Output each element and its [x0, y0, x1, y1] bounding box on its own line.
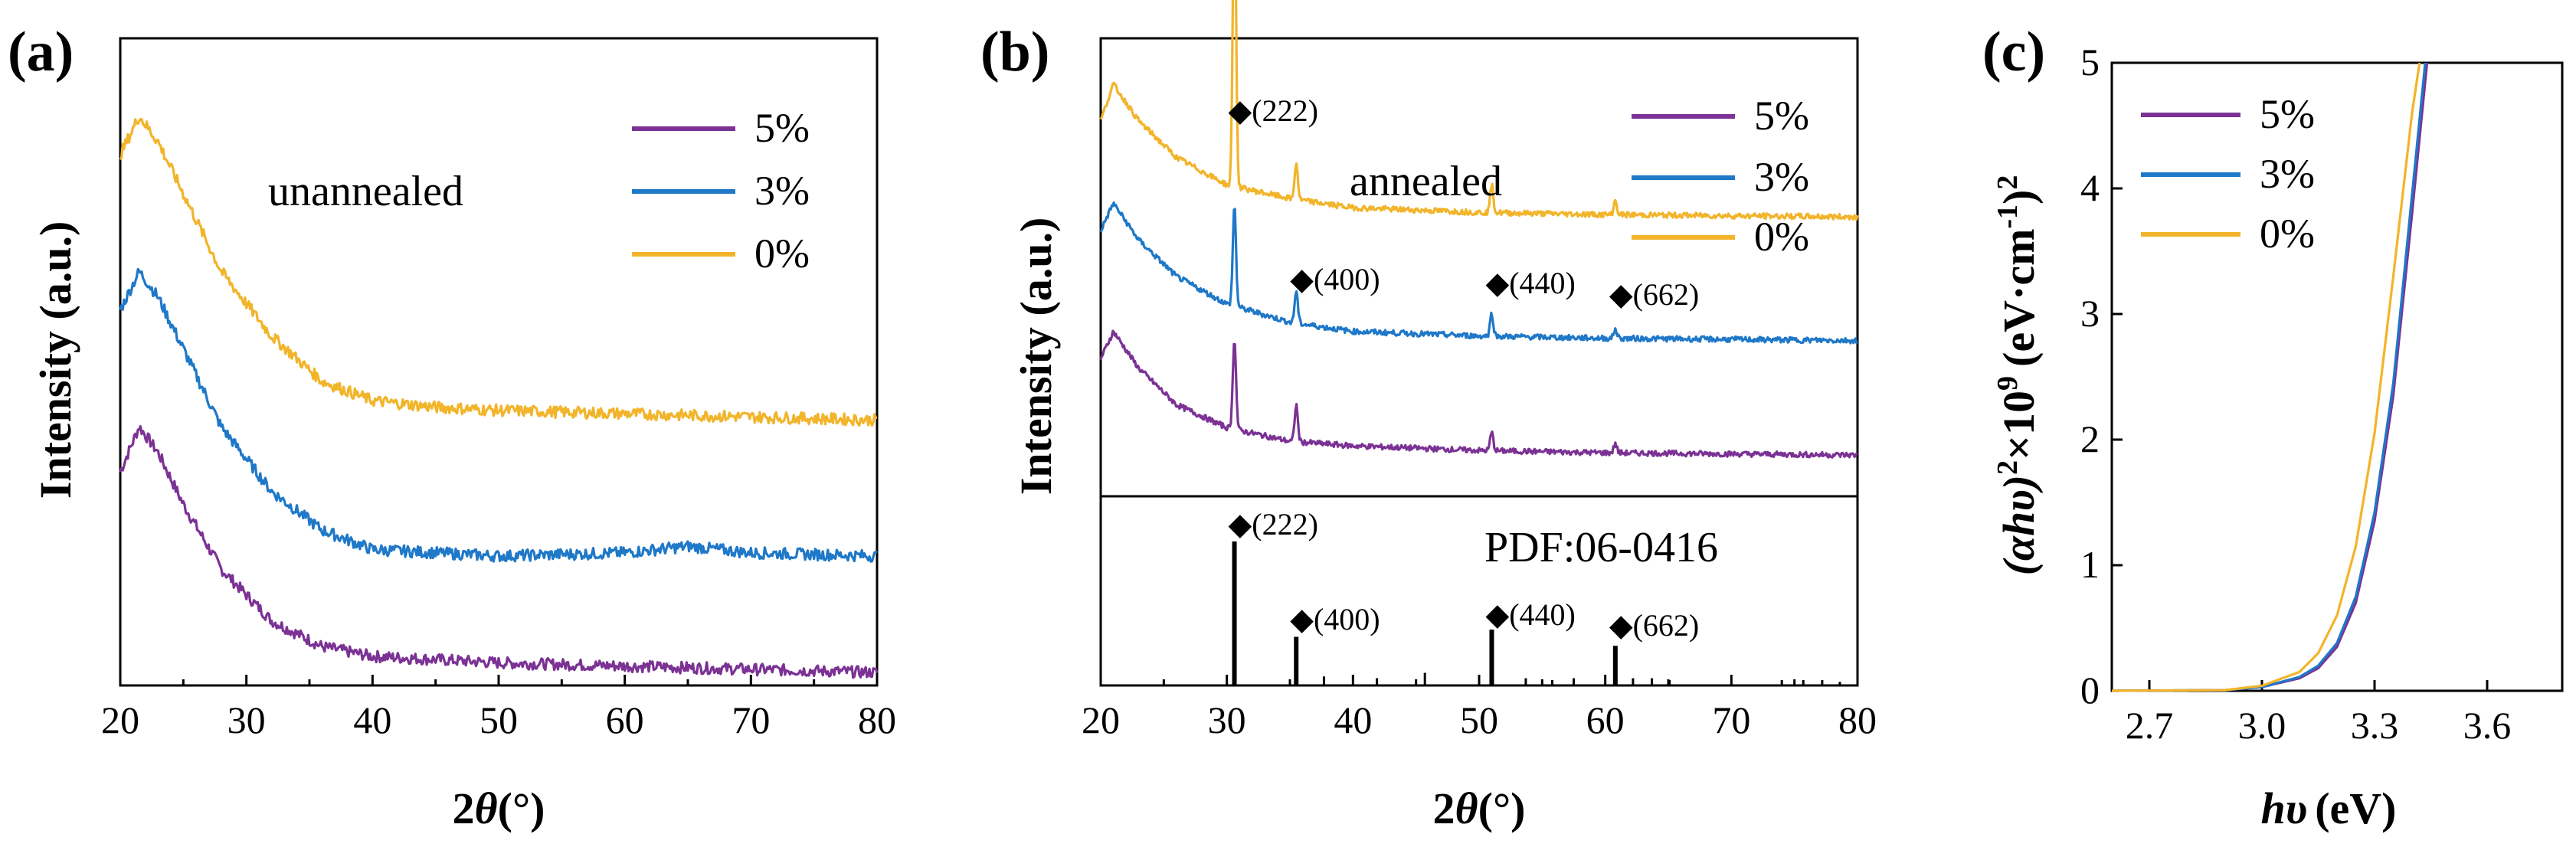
panel-b-legend-label-5: 5%	[1754, 93, 1809, 139]
panel-b-curve-0pct	[1099, 0, 1859, 221]
panel-a-legend-label-3: 3%	[754, 168, 810, 214]
panel-c-axes: 2.7 3.0 3.3 3.6 0 1 2 3 4 5	[2080, 41, 2511, 747]
reference-peak-label: ◆(440)	[1485, 597, 1575, 632]
panel-a-curve-3pct	[119, 267, 878, 563]
x-tick-label: 80	[858, 698, 896, 741]
x-tick-label: 40	[1334, 698, 1372, 741]
reference-peak-label: ◆(662)	[1609, 608, 1699, 643]
panel-c-curve-0pct	[2112, 62, 2421, 692]
x-tick-label: 80	[1838, 698, 1877, 741]
panel-b-annotation: annealed	[1350, 158, 1502, 205]
x-tick-label: 70	[1712, 698, 1750, 741]
panel-c-plot-frame	[2110, 61, 2564, 692]
panel-c: (c) 2.7 3.0 3.3 3.6 0 1 2 3 4 5 5% 3% 0% (αhυ)2×1…	[1982, 21, 2564, 833]
panel-a-curve-0pct	[119, 118, 878, 427]
x-tick-label: 3.3	[2351, 704, 2399, 747]
y-tick-label: 4	[2080, 166, 2100, 209]
y-tick-label: 5	[2080, 41, 2100, 83]
panel-b-legend-label-3: 3%	[1754, 154, 1809, 200]
panel-b-curve-3pct	[1099, 201, 1858, 345]
panel-b-curve-5pct	[1099, 329, 1859, 459]
panel-b-x-axis: 20 30 40 50 60 70 80	[1082, 675, 1877, 741]
x-tick-label: 3.6	[2463, 704, 2512, 747]
panel-c-legend-label-0: 0%	[2260, 211, 2315, 257]
panel-a-curve-5pct	[119, 425, 879, 679]
panel-c-curves	[2112, 62, 2429, 692]
panel-a-label: (a)	[8, 21, 74, 83]
panel-b: (b) 20 30 40 50 60 70 80 ◆(222) ◆(222) ◆(400) ◆(4…	[980, 0, 1877, 833]
curve-peak-label: ◆(400)	[1290, 262, 1380, 296]
x-tick-label: 60	[1586, 698, 1625, 741]
x-tick-label: 60	[606, 698, 644, 741]
x-tick-label: 50	[480, 698, 518, 741]
panel-c-x-label: hυ (eV)	[2261, 783, 2397, 833]
x-tick-label: 20	[101, 698, 139, 741]
panel-a-legend-label-0: 0%	[754, 231, 810, 276]
x-tick-label: 70	[732, 698, 770, 741]
x-tick-label: 3.0	[2238, 704, 2286, 747]
panel-b-legend-label-0: 0%	[1754, 214, 1809, 260]
curve-peak-label: ◆(222)	[1229, 93, 1318, 128]
panel-a-curves	[119, 118, 879, 679]
panel-c-legend-label-3: 3%	[2260, 151, 2315, 197]
x-tick-label: 30	[227, 698, 266, 741]
y-tick-label: 0	[2080, 669, 2100, 711]
x-tick-label: 2.7	[2126, 704, 2174, 747]
panel-a-x-axis: 20 30 40 50 60 70 80	[101, 675, 896, 741]
panel-b-curves	[1099, 0, 1859, 459]
panel-c-legend: 5% 3% 0%	[2141, 91, 2315, 257]
panel-b-y-label: Intensity (a.u.)	[1011, 218, 1061, 496]
x-tick-label: 20	[1082, 698, 1120, 741]
y-tick-label: 2	[2080, 417, 2100, 460]
y-tick-label: 1	[2080, 543, 2100, 586]
y-tick-label: 3	[2080, 292, 2100, 335]
panel-c-y-label: (αhυ)2×109(eV·cm-1)2	[1992, 175, 2044, 576]
panel-a-x-label: 2θ(°)	[453, 783, 545, 833]
curve-peak-label: ◆(662)	[1609, 277, 1699, 312]
x-tick-label: 50	[1460, 698, 1498, 741]
panel-c-legend-label-5: 5%	[2260, 91, 2315, 137]
x-tick-label: 30	[1208, 698, 1246, 741]
panel-b-reference-pattern	[1099, 541, 1841, 685]
panel-a-legend: 5% 3% 0%	[632, 105, 810, 276]
panel-b-label: (b)	[980, 21, 1049, 83]
panel-b-peak-labels: ◆(222) ◆(222) ◆(400) ◆(400) ◆(440) ◆(440) ◆(66…	[1229, 93, 1700, 643]
panel-a-legend-label-5: 5%	[754, 105, 810, 151]
reference-peak-label: ◆(222)	[1229, 507, 1318, 541]
panel-b-legend: 5% 3% 0%	[1632, 93, 1809, 260]
panel-b-plot-frame	[1099, 37, 1859, 687]
curve-peak-label: ◆(440)	[1485, 266, 1575, 300]
panel-a-annotation: unannealed	[268, 168, 463, 215]
panel-c-label: (c)	[1982, 21, 2045, 83]
reference-peak-label: ◆(400)	[1290, 602, 1380, 636]
panel-a-y-label: Intensity (a.u.)	[31, 221, 80, 499]
panel-b-x-label: 2θ(°)	[1433, 783, 1526, 833]
panel-a: (a) 20 30 40 50 60 70 80 unannealed 5% 3% 0% I…	[8, 21, 896, 833]
panel-b-reference-label: PDF:06-0416	[1484, 524, 1718, 571]
x-tick-label: 40	[353, 698, 391, 741]
